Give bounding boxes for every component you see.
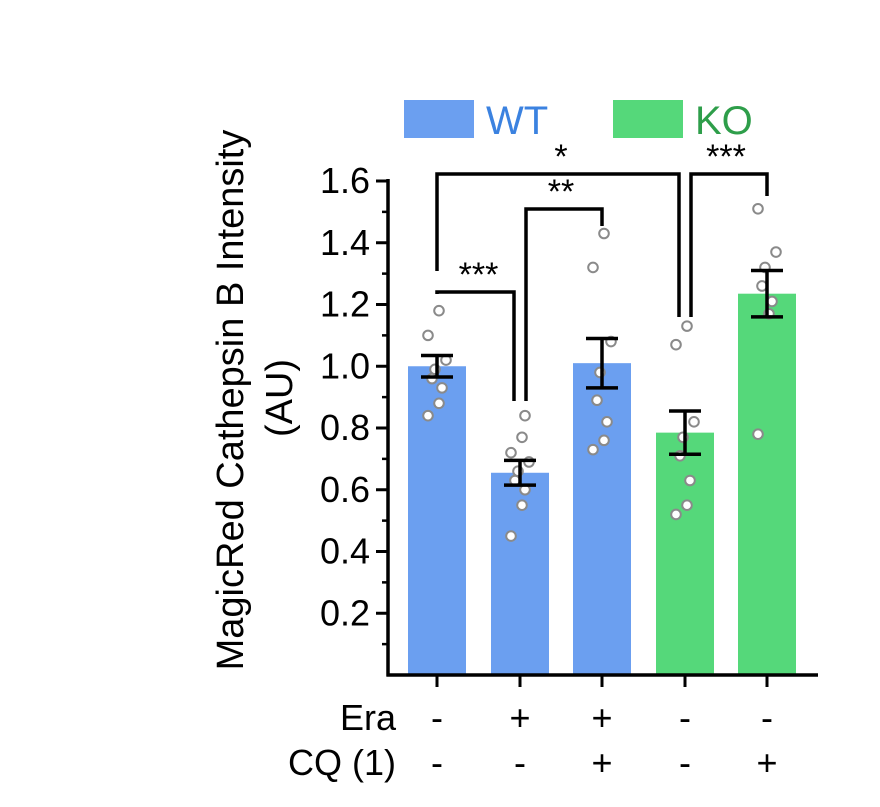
- treatment-mark: +: [591, 742, 612, 783]
- data-point: [591, 394, 603, 407]
- y-tick-label: 1.4: [320, 222, 370, 263]
- data-point: [601, 416, 613, 428]
- y-tick-label: 1.2: [320, 284, 370, 325]
- significance-label: *: [554, 138, 567, 176]
- data-point: [684, 474, 696, 487]
- data-point: [752, 428, 764, 440]
- data-point: [670, 508, 682, 521]
- data-point: [436, 382, 448, 394]
- treatment-table: Era - + + - -CQ (1) - - + - +: [288, 697, 778, 783]
- data-point: [587, 261, 599, 274]
- treatment-mark: -: [514, 742, 526, 783]
- data-point: [681, 499, 693, 511]
- significance-bracket: [689, 172, 769, 317]
- treatment-mark: -: [431, 742, 443, 783]
- data-point: [516, 499, 528, 511]
- data-point: [422, 409, 434, 422]
- treatment-mark: -: [679, 697, 691, 738]
- treatment-label: CQ (1): [288, 742, 396, 783]
- data-point: [770, 246, 782, 258]
- y-tick-label: 0.8: [320, 407, 370, 448]
- data-point: [587, 443, 599, 456]
- y-axis-label: MagicRed Cathepsin B Intensity: [210, 130, 252, 671]
- data-point: [433, 304, 445, 317]
- y-tick-label: 1.0: [320, 345, 370, 386]
- bar-3: [573, 363, 631, 675]
- data-point: [433, 397, 445, 410]
- y-axis-unit: (AU): [259, 359, 301, 437]
- legend-label-wt: WT: [486, 99, 548, 143]
- axes-layer: 0.2 0.4 0.6 0.8 1.0 1.2 1.4 1.6: [320, 160, 818, 687]
- y-tick-label: 0.2: [320, 592, 370, 633]
- data-point: [516, 431, 528, 444]
- bar-5: [738, 293, 796, 675]
- legend-swatch-wt: [404, 100, 474, 138]
- data-point: [519, 409, 531, 422]
- legend-label-ko: KO: [695, 99, 753, 143]
- error-bars-layer: [421, 268, 783, 487]
- legend: WT KO: [404, 99, 753, 143]
- data-point: [598, 227, 610, 240]
- treatment-mark: -: [761, 697, 773, 738]
- data-point: [422, 329, 434, 342]
- treatment-mark: -: [431, 697, 443, 738]
- data-point: [598, 434, 610, 447]
- data-point: [681, 320, 693, 332]
- significance-bracket: [435, 172, 681, 317]
- data-point: [688, 416, 700, 428]
- y-tick-label: 1.6: [320, 160, 370, 201]
- y-tick-label: 0.4: [320, 531, 370, 572]
- significance-layer: ****** ***: [435, 138, 769, 401]
- bars-layer: [408, 293, 796, 675]
- significance-bracket: [524, 207, 604, 401]
- treatment-label: Era: [340, 697, 397, 738]
- y-tick-label: 0.6: [320, 469, 370, 510]
- data-point: [505, 530, 517, 542]
- significance-label: **: [548, 173, 574, 211]
- treatment-mark: -: [679, 742, 691, 783]
- treatment-mark: +: [756, 742, 777, 783]
- significance-label: ***: [459, 256, 499, 294]
- treatment-mark: +: [591, 697, 612, 738]
- bar-1: [408, 366, 466, 675]
- data-point: [505, 446, 517, 459]
- significance-label: ***: [706, 138, 746, 176]
- points-layer: [422, 202, 782, 542]
- legend-swatch-ko: [613, 100, 683, 138]
- significance-bracket: [435, 290, 516, 401]
- data-point: [752, 202, 764, 215]
- data-point: [670, 338, 682, 351]
- treatment-mark: +: [509, 697, 530, 738]
- bar-4: [656, 432, 714, 675]
